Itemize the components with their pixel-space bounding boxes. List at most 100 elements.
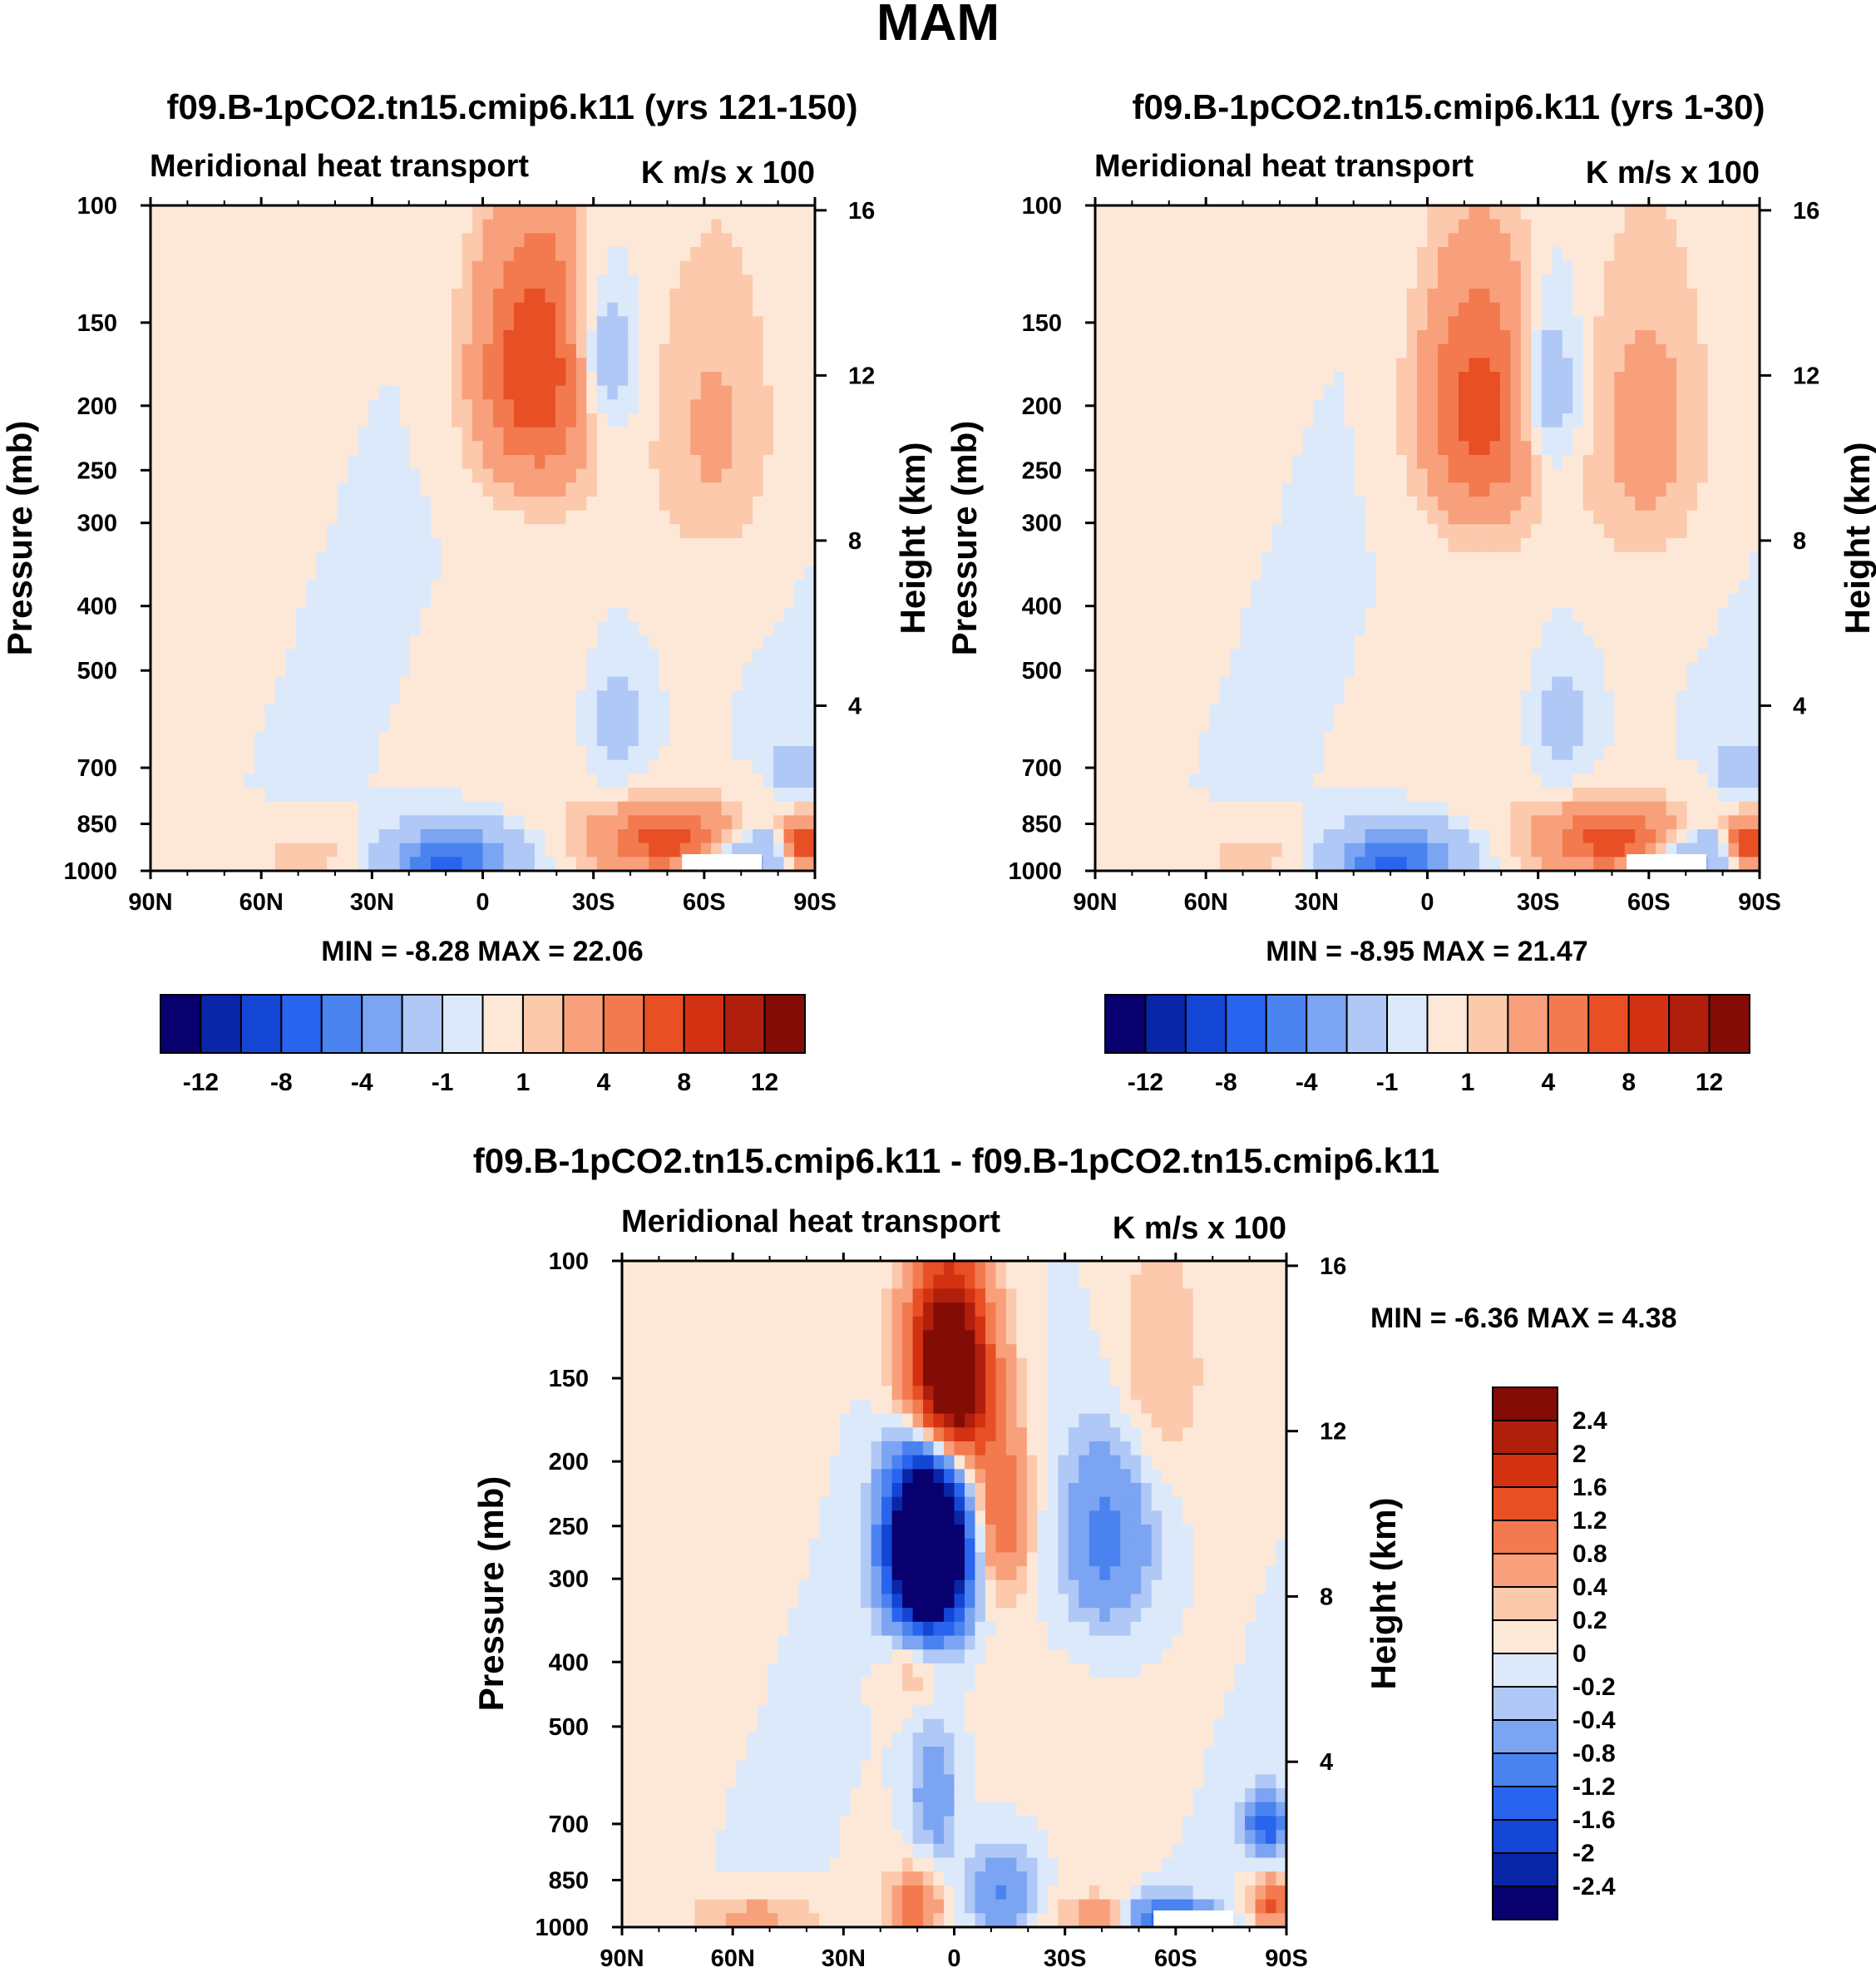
- contour-cell: [1219, 289, 1231, 304]
- contour-cell: [649, 801, 660, 816]
- contour-cell: [1666, 358, 1677, 373]
- contour-cell: [1479, 413, 1490, 428]
- contour-cell: [285, 718, 297, 733]
- contour-cell: [389, 607, 401, 622]
- contour-cell: [223, 704, 234, 719]
- contour-cell: [1230, 566, 1242, 581]
- contour-cell: [233, 372, 244, 387]
- contour-cell: [1718, 316, 1730, 331]
- contour-cell: [1147, 358, 1158, 373]
- contour-cell: [763, 482, 774, 497]
- contour-cell: [295, 427, 307, 442]
- contour-cell: [1572, 497, 1584, 512]
- panel-1-colorbar: -12 -8 -4 -1 1 4 8 12: [160, 994, 806, 1096]
- contour-cell: [1728, 566, 1740, 581]
- contour-cell: [721, 455, 733, 470]
- contour-cell: [732, 247, 743, 262]
- contour-cell: [431, 510, 442, 525]
- contour-cell: [1261, 219, 1272, 234]
- contour-cell: [565, 385, 577, 400]
- contour-cell: [638, 746, 649, 761]
- contour-cell: [773, 676, 785, 691]
- contour-cell: [1489, 399, 1501, 414]
- contour-cell: [1147, 399, 1158, 414]
- contour-cell: [1749, 372, 1760, 387]
- contour-cell: [1292, 385, 1304, 400]
- contour-cell: [151, 580, 162, 595]
- contour-cell: [151, 538, 162, 553]
- contour-cell: [1417, 358, 1429, 373]
- contour-cell: [264, 468, 276, 483]
- contour-cell: [555, 676, 566, 691]
- contour-cell: [378, 704, 390, 719]
- contour-cell: [1396, 399, 1408, 414]
- contour-cell: [223, 385, 234, 400]
- contour-cell: [358, 829, 369, 844]
- contour-cell: [1177, 302, 1189, 317]
- contour-cell: [524, 358, 536, 373]
- contour-cell: [1582, 358, 1594, 373]
- contour-cell: [452, 857, 463, 872]
- contour-cell: [285, 385, 297, 400]
- contour-cell: [295, 593, 307, 608]
- contour-cell: [316, 829, 328, 844]
- contour-cell: [1334, 427, 1345, 442]
- contour-cell: [524, 815, 536, 830]
- contour-cell: [794, 441, 806, 456]
- contour-cell: [753, 663, 764, 678]
- contour-cell: [524, 468, 536, 483]
- contour-cell: [783, 274, 795, 289]
- contour-cell: [1105, 538, 1117, 553]
- contour-cell: [1666, 551, 1677, 566]
- contour-cell: [191, 260, 204, 275]
- contour-cell: [1344, 358, 1355, 373]
- contour-cell: [1375, 441, 1387, 456]
- contour-cell: [254, 718, 265, 733]
- contour-cell: [1728, 413, 1740, 428]
- contour-cell: [1458, 372, 1470, 387]
- contour-cell: [1115, 455, 1128, 470]
- contour-cell: [358, 843, 369, 858]
- contour-cell: [617, 815, 629, 830]
- contour-cell: [327, 635, 338, 650]
- contour-cell: [1396, 274, 1408, 289]
- contour-cell: [1136, 580, 1148, 595]
- contour-cell: [327, 372, 338, 387]
- contour-cell: [617, 385, 629, 400]
- contour-cell: [1147, 413, 1158, 428]
- contour-cell: [441, 774, 452, 788]
- contour-cell: [233, 260, 244, 275]
- contour-cell: [1603, 358, 1615, 373]
- contour-cell: [389, 219, 401, 234]
- contour-cell: [628, 580, 639, 595]
- x-tick-label: 0: [476, 889, 489, 916]
- contour-cell: [565, 676, 577, 691]
- contour-cell: [316, 399, 328, 414]
- contour-cell: [316, 663, 328, 678]
- contour-cell: [1635, 399, 1646, 414]
- contour-cell: [233, 690, 244, 705]
- contour-cell: [1562, 441, 1573, 456]
- contour-cell: [212, 593, 224, 608]
- contour-cell: [773, 205, 785, 220]
- contour-cell: [1520, 260, 1532, 275]
- contour-cell: [700, 649, 712, 664]
- contour-cell: [700, 274, 712, 289]
- contour-cell: [1437, 302, 1449, 317]
- contour-cell: [151, 372, 162, 387]
- contour-cell: [503, 649, 515, 664]
- contour-cell: [617, 566, 629, 581]
- contour-cell: [348, 566, 359, 581]
- contour-cell: [503, 857, 515, 872]
- contour-cell: [555, 427, 566, 442]
- contour-cell: [1645, 524, 1656, 539]
- contour-cell: [524, 247, 536, 262]
- contour-cell: [669, 385, 681, 400]
- contour-cell: [679, 524, 691, 539]
- contour-cell: [649, 746, 660, 761]
- contour-cell: [1375, 372, 1387, 387]
- contour-cell: [1417, 538, 1429, 553]
- contour-cell: [1676, 524, 1688, 539]
- contour-cell: [575, 815, 587, 830]
- contour-cell: [1718, 344, 1730, 358]
